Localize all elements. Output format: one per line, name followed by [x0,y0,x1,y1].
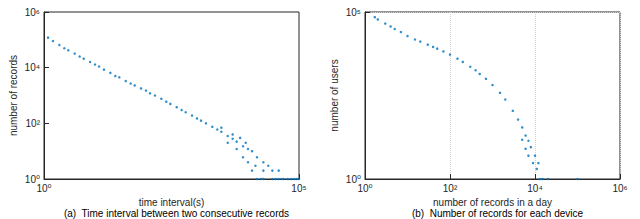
svg-text:number of records: number of records [8,55,19,136]
svg-text:10⁵: 10⁵ [346,7,361,18]
svg-text:(a) Time interval between two: (a) Time interval between two consecutiv… [64,208,289,219]
svg-text:(b) Number of records for eac: (b) Number of records for each device [412,208,584,219]
svg-text:10²: 10² [443,183,458,194]
svg-text:10⁰: 10⁰ [345,173,361,185]
svg-text:10⁶: 10⁶ [612,183,627,194]
svg-text:10⁴: 10⁴ [527,183,542,194]
svg-text:10²: 10² [26,118,41,129]
svg-text:number of users: number of users [329,59,340,131]
svg-text:time interval(s): time interval(s) [138,197,205,209]
svg-text:10⁰: 10⁰ [24,173,40,185]
svg-text:10⁴: 10⁴ [25,62,40,73]
svg-text:10⁰: 10⁰ [357,183,372,194]
svg-text:10⁰: 10⁰ [36,183,51,194]
svg-text:10⁶: 10⁶ [25,7,40,18]
svg-text:10⁵: 10⁵ [291,183,306,194]
svg-text:number of records in a day: number of records in a day [433,197,552,209]
